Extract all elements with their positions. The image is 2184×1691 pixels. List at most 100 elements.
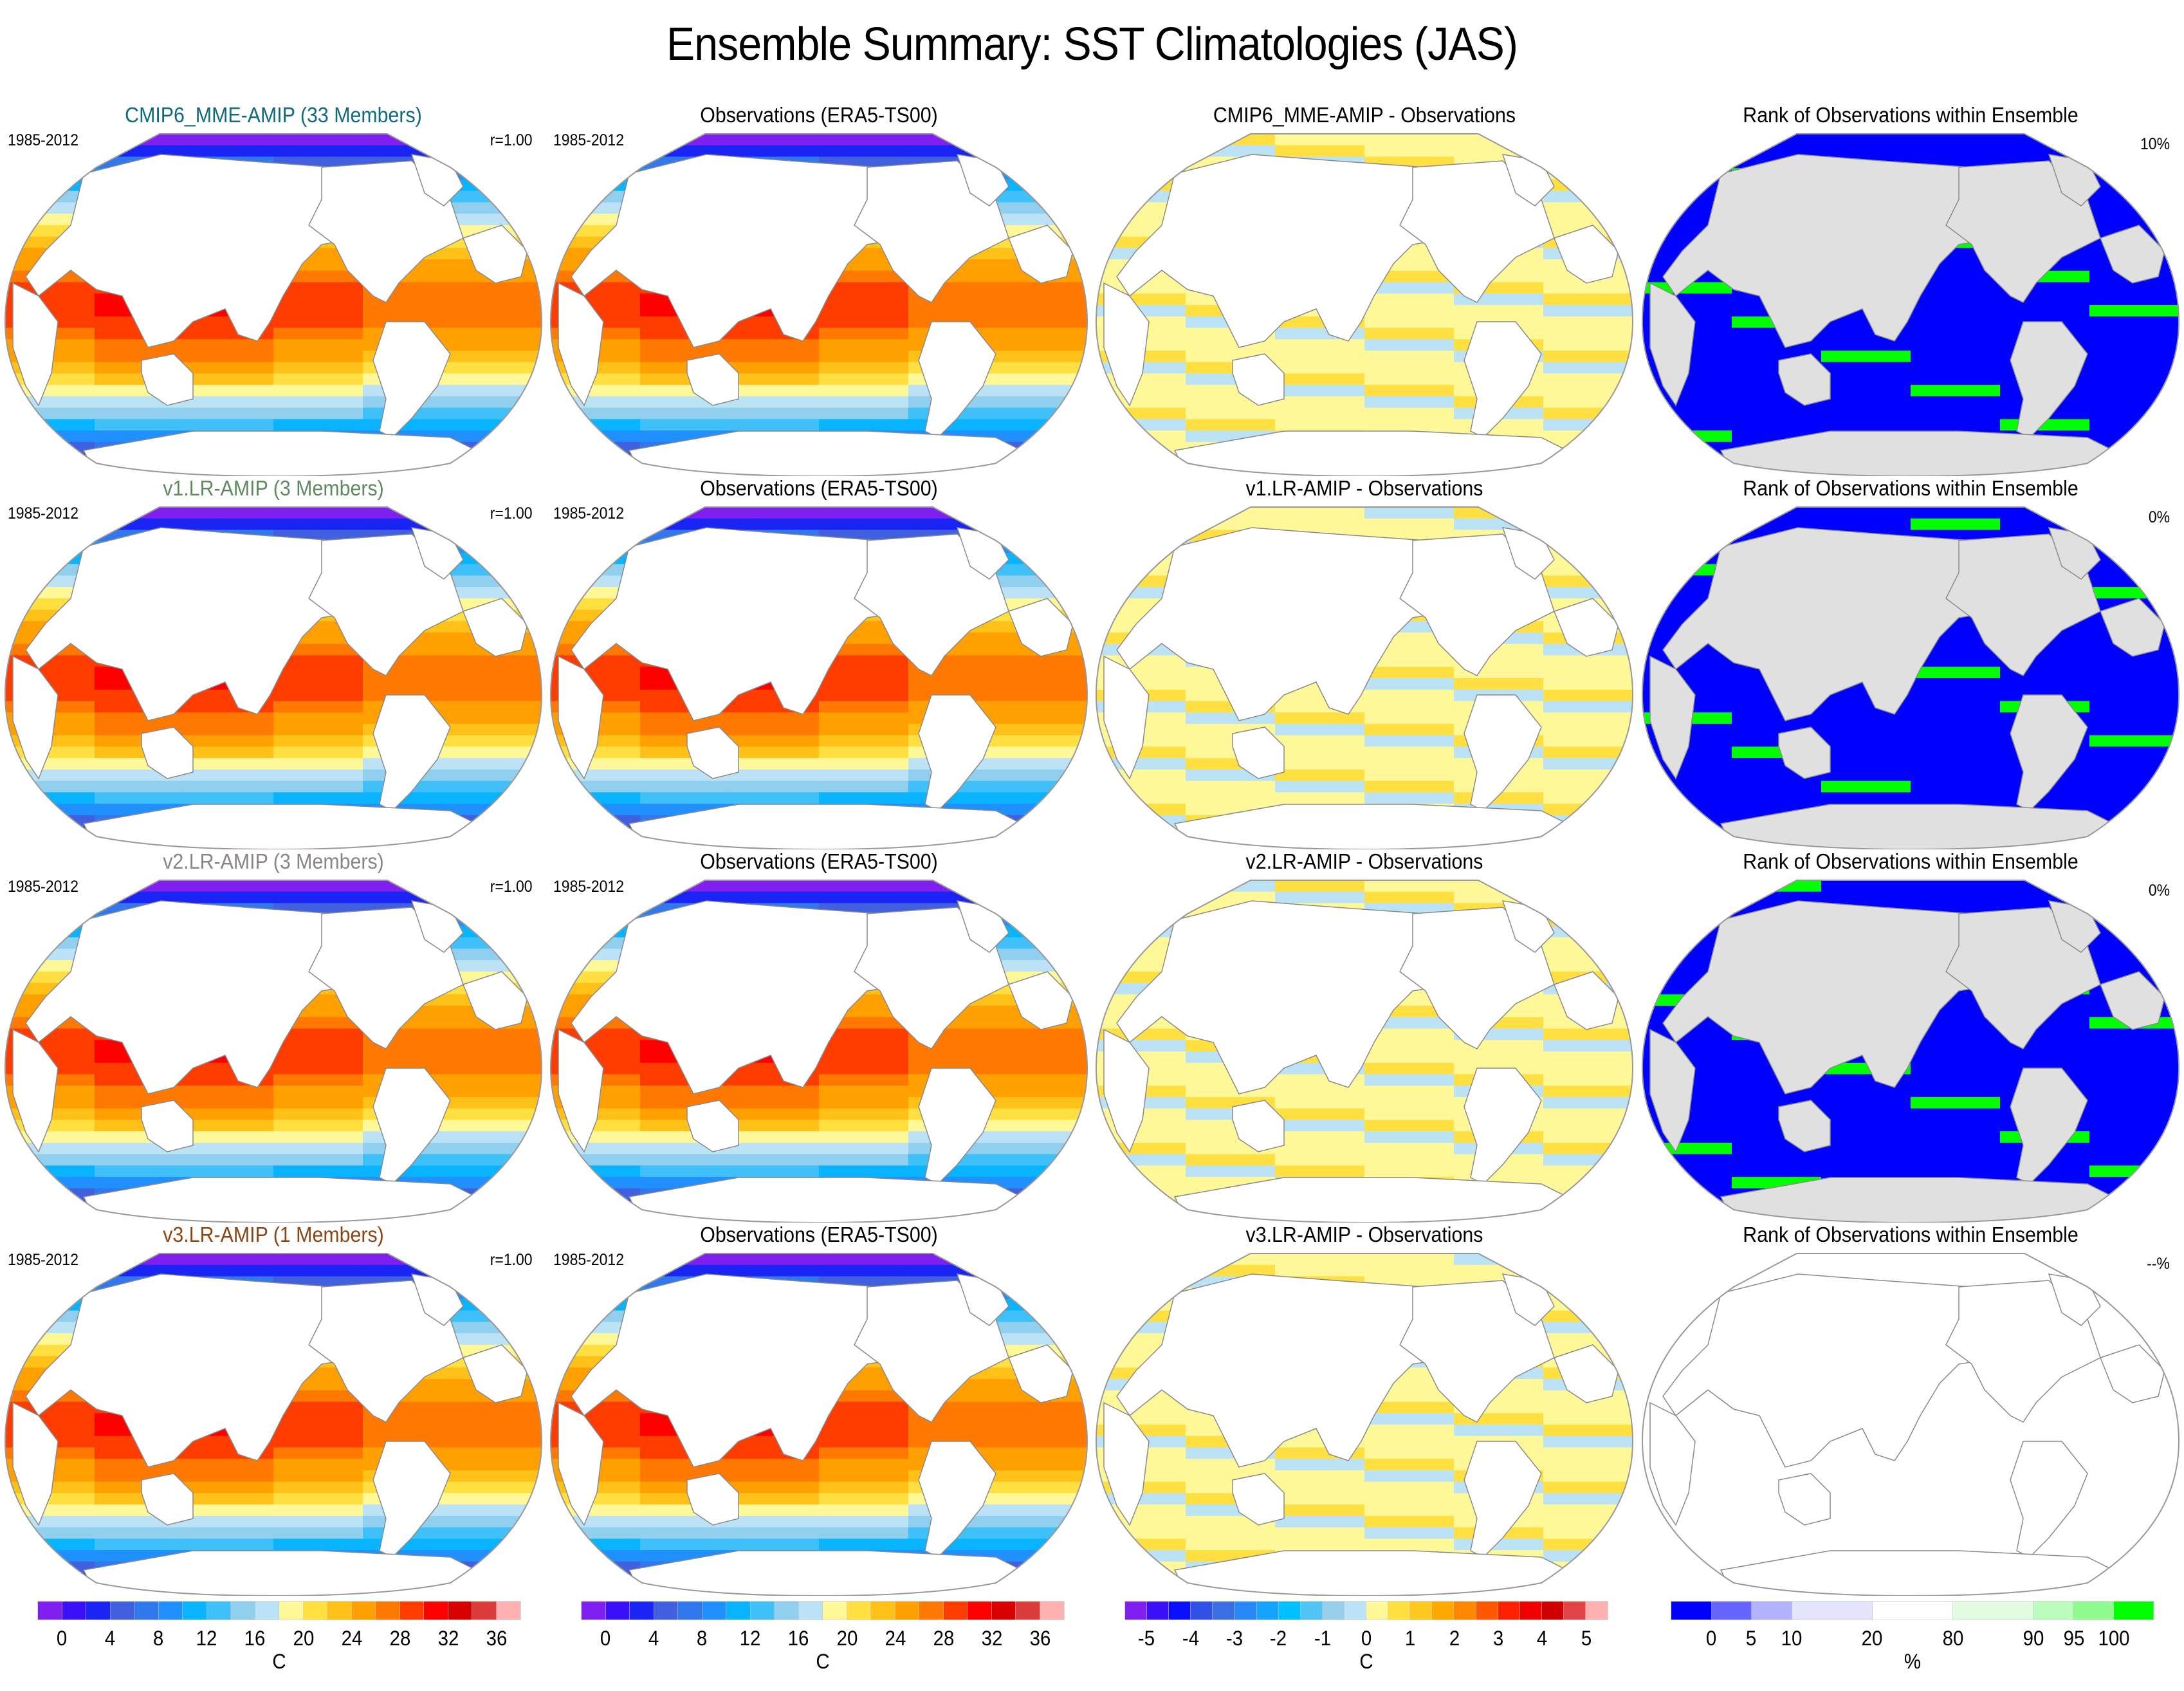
field-cell (819, 145, 909, 158)
field-cell (2089, 145, 2179, 158)
colorbar-swatch (279, 1602, 304, 1620)
field-cell (273, 518, 363, 531)
colorbar-unit-label: C (816, 1650, 830, 1673)
field-cell (998, 156, 1087, 169)
field-cell (363, 678, 453, 690)
field-cell (1364, 362, 1454, 374)
field-cell (452, 465, 542, 476)
field-cell (551, 145, 641, 158)
field-cell (2089, 712, 2179, 725)
field-cell (1275, 134, 1365, 146)
field-cell (184, 1527, 274, 1540)
field-cell (5, 1154, 95, 1167)
field-cell (998, 1154, 1087, 1167)
field-cell (452, 1481, 542, 1494)
field-cell (1543, 1131, 1633, 1143)
field-cell (819, 1062, 909, 1075)
panel-title: Observations (ERA5-TS00) (700, 1223, 938, 1246)
field-cell (184, 407, 274, 420)
field-cell (2089, 1074, 2179, 1087)
field-cell (1186, 1165, 1276, 1178)
land-antarctica (628, 804, 1036, 849)
field-cell (730, 407, 820, 420)
field-cell (1821, 350, 1911, 363)
field-cell (1275, 419, 1365, 432)
field-cell (1543, 179, 1633, 192)
field-cell (551, 903, 641, 916)
field-cell (2089, 937, 2179, 950)
field-cell (452, 134, 542, 146)
field-cell (273, 305, 363, 317)
field-cell (273, 1539, 363, 1551)
land-africa (12, 282, 59, 407)
field-cell (1364, 1154, 1454, 1167)
field-cell (730, 1515, 820, 1528)
field-cell (819, 1459, 909, 1471)
field-cell (730, 1120, 820, 1132)
diff-map (1095, 506, 1634, 849)
field-cell (1821, 362, 1911, 374)
panel-title: v3.LR-AMIP - Observations (1245, 1223, 1483, 1246)
land-australia (1778, 353, 1831, 406)
field-cell (1364, 891, 1454, 904)
colorbar-tick-label: 100 (2098, 1627, 2130, 1650)
field-cell (1642, 441, 1732, 454)
colorbar-swatch (775, 1602, 799, 1620)
field-cell (1096, 815, 1186, 827)
field-cell (2089, 465, 2179, 476)
field-cell (551, 1573, 641, 1585)
field-cell (819, 1470, 909, 1483)
colorbar-swatches (37, 1601, 521, 1620)
field-cell (1911, 1040, 2001, 1052)
field-cell (819, 758, 909, 770)
panel-obs-row2: Observations (ERA5-TS00) 1985-2012 (546, 476, 1092, 849)
panel-title: CMIP6_MME-AMIP (33 Members) (125, 103, 422, 127)
field-cell (1096, 1504, 1186, 1517)
field-cell (819, 1096, 909, 1109)
rank-percent-label: 0% (2148, 882, 2170, 900)
field-cell (1543, 655, 1633, 668)
field-cell (363, 1051, 453, 1064)
field-cell (1821, 1142, 1911, 1155)
field-cell (730, 350, 820, 363)
field-cell (1275, 1264, 1365, 1277)
field-cell (1821, 419, 1911, 432)
field-cell (1275, 746, 1365, 759)
field-cell (1543, 826, 1633, 839)
field-cell (2000, 891, 2090, 904)
field-cell (184, 781, 274, 793)
field-cell (551, 804, 641, 816)
field-cell (819, 316, 909, 329)
field-cell (1911, 1108, 2001, 1121)
field-cell (5, 441, 95, 454)
field-cell (5, 769, 95, 782)
rank-percent-label: --% (2147, 1255, 2170, 1273)
field-cell (998, 1298, 1087, 1311)
field-cell (1821, 1165, 1911, 1178)
field-cell (452, 564, 542, 577)
period-label: 1985-2012 (553, 1251, 624, 1269)
field-cell (184, 1515, 274, 1528)
field-cell (1543, 1040, 1633, 1052)
field-cell (1364, 701, 1454, 714)
field-cell (1543, 1333, 1633, 1345)
field-cell (1364, 1527, 1454, 1540)
field-cell (5, 1211, 95, 1223)
field-cell (452, 507, 542, 519)
field-cell (1096, 781, 1186, 793)
colorbar-tick-label: 20 (293, 1627, 314, 1650)
field-cell (452, 1276, 542, 1289)
colorbar-tick-label: 16 (244, 1627, 266, 1650)
field-cell (819, 1539, 909, 1551)
land-africa (1103, 282, 1150, 407)
field-cell (2089, 396, 2179, 409)
field-cell (1911, 1165, 2001, 1178)
field-cell (1821, 1096, 1911, 1109)
colorbar-swatch (1366, 1602, 1389, 1620)
field-cell (998, 1211, 1087, 1223)
field-cell (5, 156, 95, 169)
field-cell (640, 419, 730, 432)
field-cell (998, 712, 1087, 725)
field-cell (1642, 465, 1732, 476)
field-cell (1364, 1028, 1454, 1041)
